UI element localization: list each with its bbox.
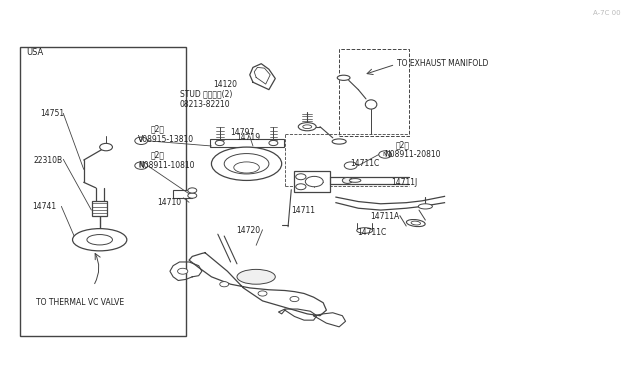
Circle shape: [296, 174, 306, 180]
Ellipse shape: [87, 235, 113, 245]
Bar: [173, 190, 192, 198]
Circle shape: [344, 162, 357, 169]
Ellipse shape: [234, 162, 259, 173]
Circle shape: [290, 296, 299, 302]
Ellipse shape: [337, 75, 350, 80]
Ellipse shape: [237, 269, 275, 284]
Circle shape: [379, 151, 392, 158]
Ellipse shape: [303, 125, 312, 129]
Circle shape: [188, 193, 196, 198]
Ellipse shape: [332, 139, 346, 144]
Ellipse shape: [298, 123, 316, 131]
Text: 14711C: 14711C: [357, 228, 387, 237]
Circle shape: [177, 268, 188, 274]
Text: N: N: [139, 163, 143, 168]
Bar: [339, 49, 410, 136]
Bar: [209, 139, 284, 147]
Circle shape: [220, 282, 228, 287]
Text: 14711A: 14711A: [370, 212, 399, 221]
Circle shape: [100, 143, 113, 151]
Bar: [106, 235, 114, 244]
Text: 14719: 14719: [236, 132, 260, 142]
Text: V08915-13810: V08915-13810: [138, 135, 194, 144]
Text: （2）: （2）: [396, 140, 410, 149]
Circle shape: [342, 177, 353, 183]
Circle shape: [296, 184, 306, 190]
Text: TO EXHAUST MANIFOLD: TO EXHAUST MANIFOLD: [397, 59, 488, 68]
Bar: [20, 47, 186, 336]
Text: V: V: [139, 138, 143, 143]
Text: 14711J: 14711J: [392, 178, 418, 187]
Bar: [92, 201, 108, 216]
Circle shape: [135, 162, 148, 169]
Text: N08911-10810: N08911-10810: [138, 161, 195, 170]
Bar: [294, 171, 330, 192]
Ellipse shape: [356, 228, 372, 233]
Circle shape: [135, 137, 148, 144]
Text: TO THERMAL VC VALVE: TO THERMAL VC VALVE: [36, 298, 124, 307]
Text: （2）: （2）: [150, 124, 164, 133]
Ellipse shape: [411, 221, 420, 225]
Text: 14720: 14720: [236, 226, 260, 235]
Ellipse shape: [72, 229, 127, 251]
Text: 14120: 14120: [212, 80, 237, 89]
Text: （2）: （2）: [150, 150, 164, 159]
Ellipse shape: [365, 100, 377, 109]
Text: N: N: [383, 152, 387, 157]
Text: 08213-82210: 08213-82210: [179, 100, 230, 109]
Circle shape: [269, 140, 278, 145]
Text: A-7C 00: A-7C 00: [593, 10, 620, 16]
Ellipse shape: [349, 179, 361, 182]
Text: 14710: 14710: [157, 198, 181, 207]
Circle shape: [215, 140, 224, 145]
Ellipse shape: [406, 219, 425, 227]
Text: 14741: 14741: [33, 202, 57, 211]
Text: 14711: 14711: [291, 206, 316, 215]
Ellipse shape: [211, 147, 282, 180]
Text: N08911-20810: N08911-20810: [384, 150, 440, 159]
Text: 22310B: 22310B: [34, 155, 63, 164]
Text: 14751: 14751: [40, 109, 65, 118]
Text: STUD スタッド(2): STUD スタッド(2): [179, 90, 232, 99]
Text: 14797: 14797: [230, 128, 255, 137]
Ellipse shape: [419, 204, 433, 209]
Circle shape: [305, 176, 323, 187]
Text: 14711C: 14711C: [351, 159, 380, 168]
Text: USA: USA: [26, 48, 44, 57]
Ellipse shape: [224, 154, 269, 174]
Circle shape: [258, 291, 267, 296]
Circle shape: [188, 188, 196, 193]
